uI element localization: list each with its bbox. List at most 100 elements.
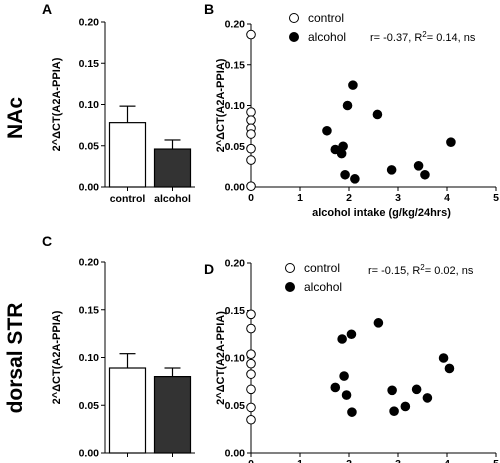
x-tick-label: 4 — [444, 192, 450, 204]
stat-annotation: r= -0.37, R2= 0.14, ns — [370, 30, 476, 44]
y-tick-label: 0.00 — [79, 182, 100, 194]
point-alcohol — [373, 318, 384, 328]
x-axis-title: alcohol intake (g/kg/24hrs) — [312, 207, 451, 219]
point-control — [246, 349, 256, 360]
point-alcohol — [386, 165, 397, 175]
panel-letter-d: D — [204, 261, 214, 277]
point-alcohol — [347, 407, 357, 417]
point-control — [246, 402, 256, 413]
y-tick-label: 0.20 — [79, 257, 100, 269]
stat-text-suffix: = 0.14, ns — [427, 32, 476, 44]
point-alcohol — [444, 363, 455, 374]
point-control — [246, 143, 256, 154]
y-tick-label: 0.00 — [225, 448, 246, 460]
y-tick-label: 0.05 — [225, 141, 246, 153]
x-tick-label: 1 — [297, 458, 303, 463]
x-tick-label: 0 — [248, 192, 254, 204]
y-tick-label: 0.00 — [225, 182, 246, 194]
y-tick-label: 0.05 — [225, 400, 246, 412]
y-tick-label: 0.05 — [79, 140, 100, 152]
point-alcohol — [348, 80, 358, 90]
y-tick-label: 0.15 — [79, 304, 100, 316]
y-tick-label: 0.10 — [225, 353, 246, 365]
bar-control — [108, 122, 147, 188]
x-tick-label: 0 — [248, 458, 254, 463]
stat-text-prefix: r= -0.37, R — [370, 32, 422, 44]
stat-text-prefix: r= -0.15, R — [368, 265, 420, 277]
point-control — [246, 107, 256, 117]
y-tick-label: 0.20 — [79, 17, 100, 29]
y-tick-label: 0.20 — [225, 258, 246, 270]
bar-control — [108, 367, 147, 454]
point-alcohol — [422, 393, 433, 403]
panel-c-bar-chart: 0.00 0.05 0.10 0.15 0.20 2^ΔCT(A2A-PPIA) — [51, 257, 195, 460]
y-axis-title: 2^ΔCT(A2A-PPIA) — [51, 57, 63, 151]
y-tick-label: 0.10 — [79, 99, 100, 111]
panel-letter-b: B — [204, 1, 214, 17]
panel-d-scatter-plot: 0.00 0.05 0.10 0.15 0.20 2^ΔCT(A2A-PPIA) 0 1 2 3 4… — [215, 258, 499, 463]
y-axis-title: 2^ΔCT(A2A-PPIA) — [215, 58, 227, 152]
point-alcohol — [338, 141, 348, 152]
point-control — [246, 129, 256, 139]
point-alcohol — [420, 169, 430, 180]
stat-annotation: r= -0.15, R2= 0.02, ns — [368, 263, 474, 277]
panel-b-scatter-plot: 0.00 0.05 0.10 0.15 0.20 2^ΔCT(A2A-PPIA) 0 1 2 3 4… — [215, 11, 499, 219]
legend-marker-alcohol — [285, 282, 295, 292]
bar-alcohol — [153, 148, 192, 188]
legend-label-alcohol: alcohol — [308, 30, 346, 44]
y-axis-title: 2^ΔCT(A2A-PPIA) — [215, 311, 227, 405]
bar-alcohol — [153, 376, 192, 454]
x-tick-label: 3 — [395, 192, 401, 204]
x-tick-label: 1 — [297, 192, 303, 204]
point-alcohol — [341, 390, 352, 400]
x-tick-label-control: control — [110, 193, 146, 205]
point-alcohol — [342, 100, 353, 111]
y-tick-label: 0.10 — [225, 100, 246, 112]
point-control — [246, 323, 256, 334]
stat-text-sup: 2 — [420, 263, 425, 272]
y-tick-label: 0.15 — [225, 59, 246, 71]
x-tick-label-alcohol: alcohol — [154, 193, 191, 205]
point-alcohol — [372, 109, 383, 120]
row-label-dorsal-str: dorsal STR — [4, 303, 27, 414]
point-control — [246, 155, 256, 165]
legend-marker-control — [285, 263, 295, 273]
y-tick-label: 0.15 — [225, 305, 246, 317]
point-control — [246, 369, 256, 379]
panel-letter-c: C — [42, 233, 52, 249]
point-alcohol — [350, 174, 360, 184]
x-tick-label: 2 — [346, 458, 352, 463]
x-tick-label: 3 — [395, 458, 401, 463]
legend-label-control: control — [308, 11, 344, 25]
point-alcohol — [400, 401, 411, 412]
point-alcohol — [413, 161, 424, 171]
point-control — [246, 358, 256, 369]
y-tick-label: 0.15 — [79, 58, 100, 70]
point-alcohol — [411, 384, 422, 395]
y-axis-title: 2^ΔCT(A2A-PPIA) — [51, 310, 63, 404]
panel-letter-a: A — [42, 1, 52, 17]
point-alcohol — [446, 137, 456, 147]
y-tick-label: 0.20 — [225, 19, 246, 31]
panel-a-bar-chart: 0.00 0.05 0.10 0.15 0.20 2^ΔCT(A2A-PPIA) contr… — [51, 17, 195, 205]
legend-marker-control — [289, 13, 299, 23]
x-tick-label: 2 — [346, 192, 352, 204]
point-alcohol — [389, 406, 399, 417]
point-control — [246, 414, 256, 425]
legend-label-alcohol: alcohol — [304, 280, 342, 294]
stat-text-suffix: = 0.02, ns — [425, 265, 474, 277]
point-alcohol — [337, 334, 347, 344]
point-alcohol — [330, 382, 341, 393]
point-alcohol — [339, 371, 349, 381]
x-tick-label: 5 — [493, 192, 499, 204]
y-tick-label: 0.10 — [79, 352, 100, 364]
point-control — [246, 384, 256, 395]
point-control — [246, 29, 256, 40]
point-alcohol — [340, 169, 350, 180]
point-control — [246, 309, 256, 320]
point-control — [246, 181, 256, 191]
legend-marker-alcohol — [289, 32, 299, 42]
row-label-nac: NAc — [4, 97, 27, 139]
point-alcohol — [438, 353, 449, 363]
